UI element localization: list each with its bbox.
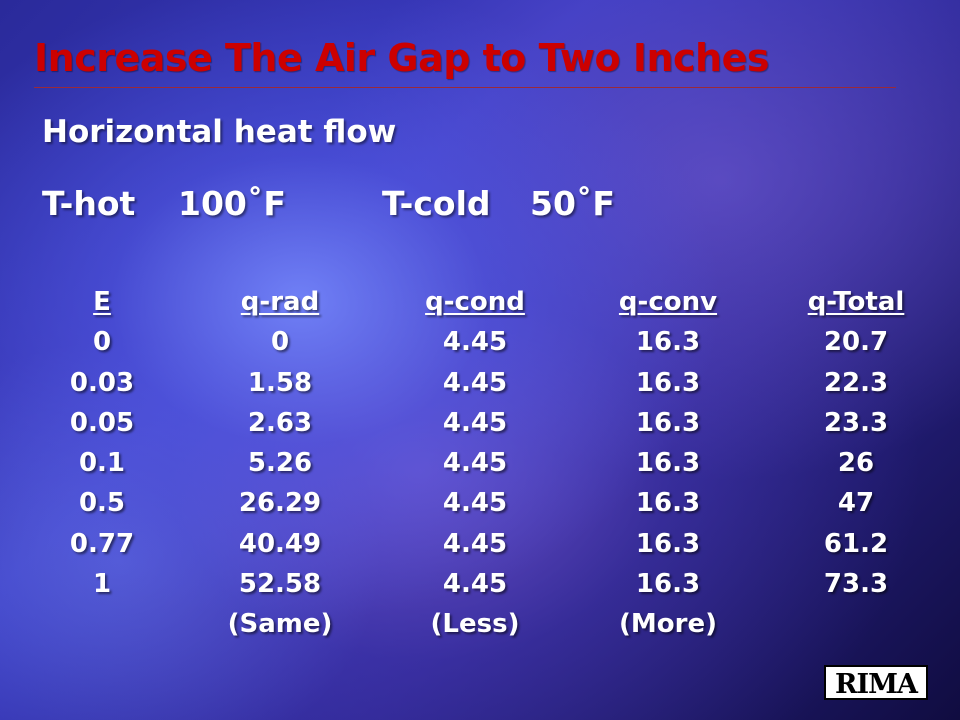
table-row: 0.77 40.49 4.45 16.3 61.2 [0, 529, 960, 569]
cell-q-conv: 16.3 [635, 528, 701, 559]
table-row: 0.5 26.29 4.45 16.3 47 [0, 488, 960, 528]
cell-q-total: 26 [837, 448, 875, 479]
cell-q-conv: 16.3 [635, 448, 701, 479]
cell-q-total: 23.3 [823, 407, 889, 438]
cell-q-rad: 5.26 [247, 448, 313, 479]
subtitle: Horizontal heat flow [42, 114, 397, 150]
table-row: 0 0 4.45 16.3 20.7 [0, 327, 960, 367]
column-header-e: E [93, 287, 111, 317]
rima-logo: RIMA [824, 665, 928, 700]
rima-logo-mark: RIMA [835, 669, 920, 698]
table-row: 1 52.58 4.45 16.3 73.3 [0, 569, 960, 609]
note-q-rad: (Same) [227, 609, 333, 640]
title-divider [34, 87, 896, 88]
table-notes-row: (Same) (Less) (More) [0, 609, 960, 649]
t-hot-label: T-hot [42, 184, 136, 223]
table-row: 0.03 1.58 4.45 16.3 22.3 [0, 368, 960, 408]
table-row: 0.05 2.63 4.45 16.3 23.3 [0, 408, 960, 448]
cell-q-conv: 16.3 [635, 488, 701, 519]
cell-e: 0.1 [78, 448, 126, 479]
cell-q-cond: 4.45 [442, 569, 508, 600]
cell-e: 0.5 [78, 488, 126, 519]
cell-q-rad: 26.29 [238, 488, 322, 519]
cell-q-cond: 4.45 [442, 327, 508, 358]
column-header-q-rad: q-rad [240, 287, 320, 317]
cell-e: 1 [92, 569, 112, 600]
table-header-row: E q-rad q-cond q-conv q-Total [0, 287, 960, 327]
note-q-cond: (Less) [430, 609, 520, 640]
cell-e: 0 [92, 327, 112, 358]
temperature-line: T-hot 100˚F T-cold 50˚F [42, 184, 742, 234]
slide-title: Increase The Air Gap to Two Inches [34, 36, 769, 80]
cell-q-conv: 16.3 [635, 327, 701, 358]
column-header-q-total: q-Total [807, 287, 905, 317]
cell-q-cond: 4.45 [442, 448, 508, 479]
note-q-conv: (More) [619, 609, 717, 640]
cell-e: 0.77 [69, 528, 135, 559]
t-hot-value: 100˚F [178, 184, 286, 223]
rima-logo-text: RIMA [835, 669, 919, 698]
column-header-q-conv: q-conv [618, 287, 718, 317]
cell-q-total: 61.2 [823, 528, 889, 559]
cell-q-rad: 40.49 [238, 528, 322, 559]
cell-q-total: 22.3 [823, 367, 889, 398]
cell-q-rad: 0 [270, 327, 290, 358]
table-row: 0.1 5.26 4.45 16.3 26 [0, 448, 960, 488]
cell-q-total: 73.3 [823, 569, 889, 600]
t-cold-label: T-cold [382, 184, 491, 223]
t-cold-value: 50˚F [530, 184, 615, 223]
cell-q-total: 47 [837, 488, 875, 519]
cell-q-cond: 4.45 [442, 407, 508, 438]
column-header-q-cond: q-cond [425, 287, 525, 317]
cell-q-conv: 16.3 [635, 407, 701, 438]
cell-e: 0.03 [69, 367, 135, 398]
cell-q-cond: 4.45 [442, 488, 508, 519]
cell-e: 0.05 [69, 407, 135, 438]
heat-flow-table: E q-rad q-cond q-conv q-Total 0 0 4.45 1… [0, 287, 960, 650]
cell-q-conv: 16.3 [635, 367, 701, 398]
cell-q-conv: 16.3 [635, 569, 701, 600]
cell-q-rad: 52.58 [238, 569, 322, 600]
cell-q-cond: 4.45 [442, 367, 508, 398]
cell-q-total: 20.7 [823, 327, 889, 358]
cell-q-rad: 2.63 [247, 407, 313, 438]
cell-q-cond: 4.45 [442, 528, 508, 559]
cell-q-rad: 1.58 [247, 367, 313, 398]
